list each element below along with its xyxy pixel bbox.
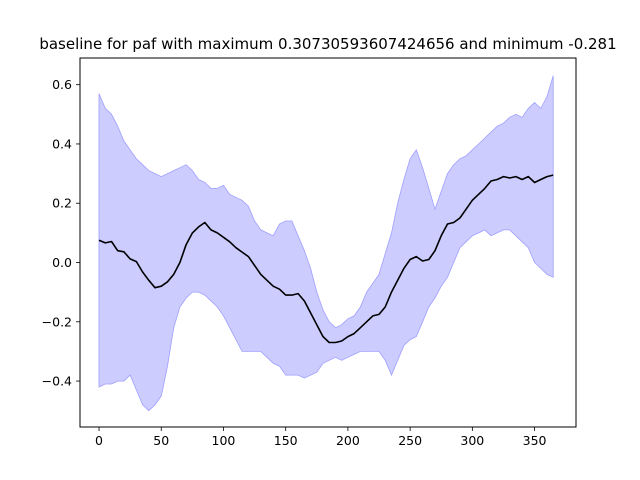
y-tick-label: −0.2 (42, 314, 72, 329)
plot-area (98, 75, 554, 412)
x-tick-label: 300 (460, 433, 484, 448)
x-tick-label: 200 (336, 433, 360, 448)
x-tick-label: 250 (398, 433, 422, 448)
x-tick-label: 0 (95, 433, 103, 448)
confidence-band (98, 75, 554, 412)
chart-title: baseline for paf with maximum 0.30730593… (39, 35, 616, 53)
x-tick-label: 350 (523, 433, 547, 448)
y-tick-label: 0.2 (52, 196, 72, 211)
y-tick-label: 0.0 (52, 255, 72, 270)
x-axis: 0 50 100 150 200 250 300 350 (95, 427, 547, 448)
x-tick-label: 100 (212, 433, 236, 448)
y-tick-label: 0.4 (52, 136, 72, 151)
y-axis: −0.4 −0.2 0.0 0.2 0.4 0.6 (42, 77, 80, 389)
axes-frame (79, 57, 577, 428)
x-tick-label: 50 (153, 433, 169, 448)
y-tick-label: 0.6 (52, 77, 72, 92)
y-tick-label: −0.4 (42, 374, 72, 389)
mean-line (98, 174, 554, 344)
x-tick-label: 150 (274, 433, 298, 448)
